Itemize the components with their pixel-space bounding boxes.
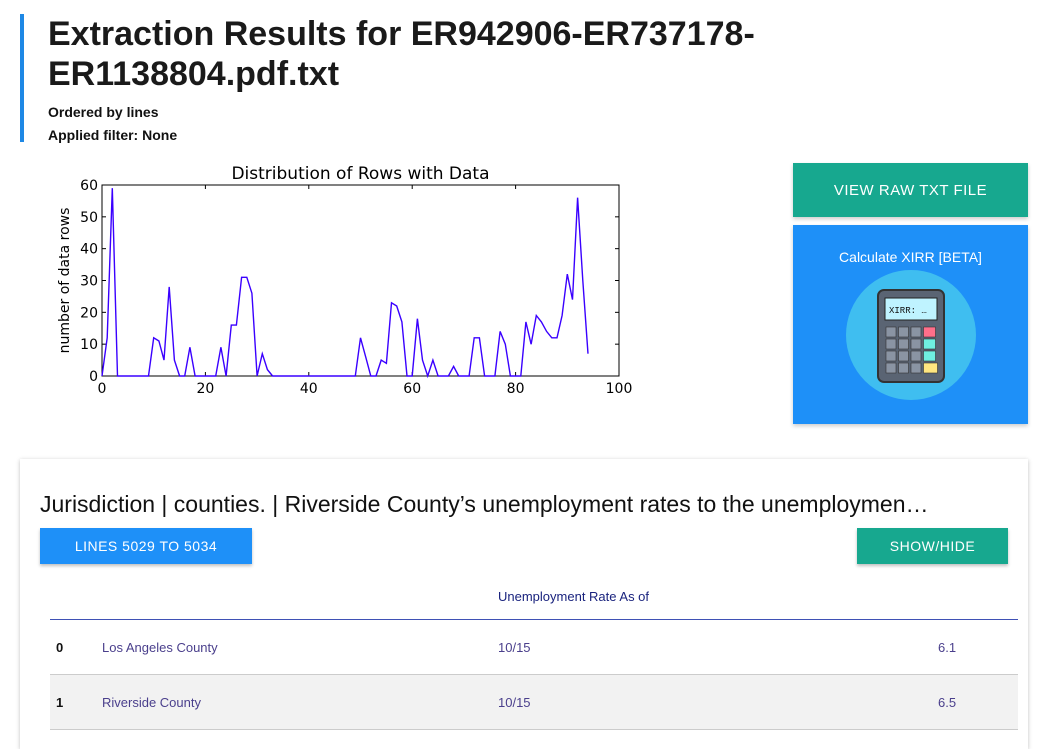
table-row: 0 Los Angeles County 10/15 6.1 <box>50 620 1018 675</box>
calculator-key <box>885 338 897 350</box>
show-hide-button[interactable]: SHOW/HIDE <box>857 528 1008 564</box>
calculator-key <box>910 350 922 362</box>
county-name: Riverside County <box>102 695 201 710</box>
rate-date: 10/15 <box>498 640 531 655</box>
lines-range-button[interactable]: LINES 5029 TO 5034 <box>40 528 252 564</box>
xirr-card-label: Calculate XIRR [BETA] <box>839 249 982 265</box>
row-index: 0 <box>56 640 64 655</box>
view-raw-txt-button[interactable]: VIEW RAW TXT FILE <box>793 163 1028 217</box>
rate-value: 6.5 <box>938 695 957 710</box>
calculator-key <box>923 326 936 338</box>
header-accent-bar <box>20 14 24 142</box>
calculator-key <box>898 338 909 350</box>
x-tick-label: 100 <box>606 381 633 397</box>
chart-title: Distribution of Rows with Data <box>231 164 489 184</box>
row-index: 1 <box>56 695 64 710</box>
y-tick-label: 50 <box>80 210 98 226</box>
calculator-key <box>898 350 909 362</box>
plot-frame <box>101 184 620 377</box>
rows-distribution-chart: Distribution of Rows with Data number of … <box>57 164 633 397</box>
x-tick-label: 40 <box>300 381 318 397</box>
extraction-section-card: Jurisdiction | counties. | Riverside Cou… <box>20 459 1028 749</box>
x-tick-label: 80 <box>507 381 525 397</box>
column-header-unemployment-rate: Unemployment Rate As of <box>498 589 650 604</box>
x-tick-label: 20 <box>196 381 214 397</box>
calculator-screen-text: XIRR: … <box>889 306 927 316</box>
calculator-icon: XIRR: … <box>877 289 945 383</box>
data-series-line <box>101 188 589 379</box>
calculator-key <box>885 350 897 362</box>
calculator-key <box>923 362 938 374</box>
calculator-key <box>910 338 922 350</box>
y-tick-label: 0 <box>89 369 98 385</box>
y-tick-label: 60 <box>80 178 98 194</box>
x-tick-label: 60 <box>403 381 421 397</box>
y-tick-label: 10 <box>80 337 98 353</box>
calculator-key <box>910 362 922 374</box>
calculator-key <box>923 350 936 362</box>
page-title: Extraction Results for ER942906-ER737178… <box>48 15 755 93</box>
calculate-xirr-card[interactable]: Calculate XIRR [BETA] XIRR: … <box>793 225 1028 424</box>
calculator-icon-circle: XIRR: … <box>846 270 976 400</box>
calculator-key <box>885 362 897 374</box>
calculator-key <box>898 362 909 374</box>
table-row: 1 Riverside County 10/15 6.5 <box>50 675 1018 730</box>
calculator-key <box>923 338 936 350</box>
data-table: Unemployment Rate As of 0 Los Angeles Co… <box>50 579 1018 730</box>
table-header-row: Unemployment Rate As of <box>50 579 1018 620</box>
y-axis-label: number of data rows <box>57 208 73 354</box>
rate-date: 10/15 <box>498 695 531 710</box>
county-name: Los Angeles County <box>102 640 218 655</box>
calculator-key <box>898 326 909 338</box>
x-tick-label: 0 <box>98 381 107 397</box>
ordered-by-label: Ordered by lines <box>48 104 159 120</box>
calculator-key <box>885 326 897 338</box>
y-tick-label: 30 <box>80 274 98 290</box>
rate-value: 6.1 <box>938 640 957 655</box>
y-tick-label: 20 <box>80 305 98 321</box>
section-title: Jurisdiction | counties. | Riverside Cou… <box>40 491 929 517</box>
y-tick-label: 40 <box>80 242 98 258</box>
applied-filter-label: Applied filter: None <box>48 127 178 143</box>
calculator-key <box>910 326 922 338</box>
